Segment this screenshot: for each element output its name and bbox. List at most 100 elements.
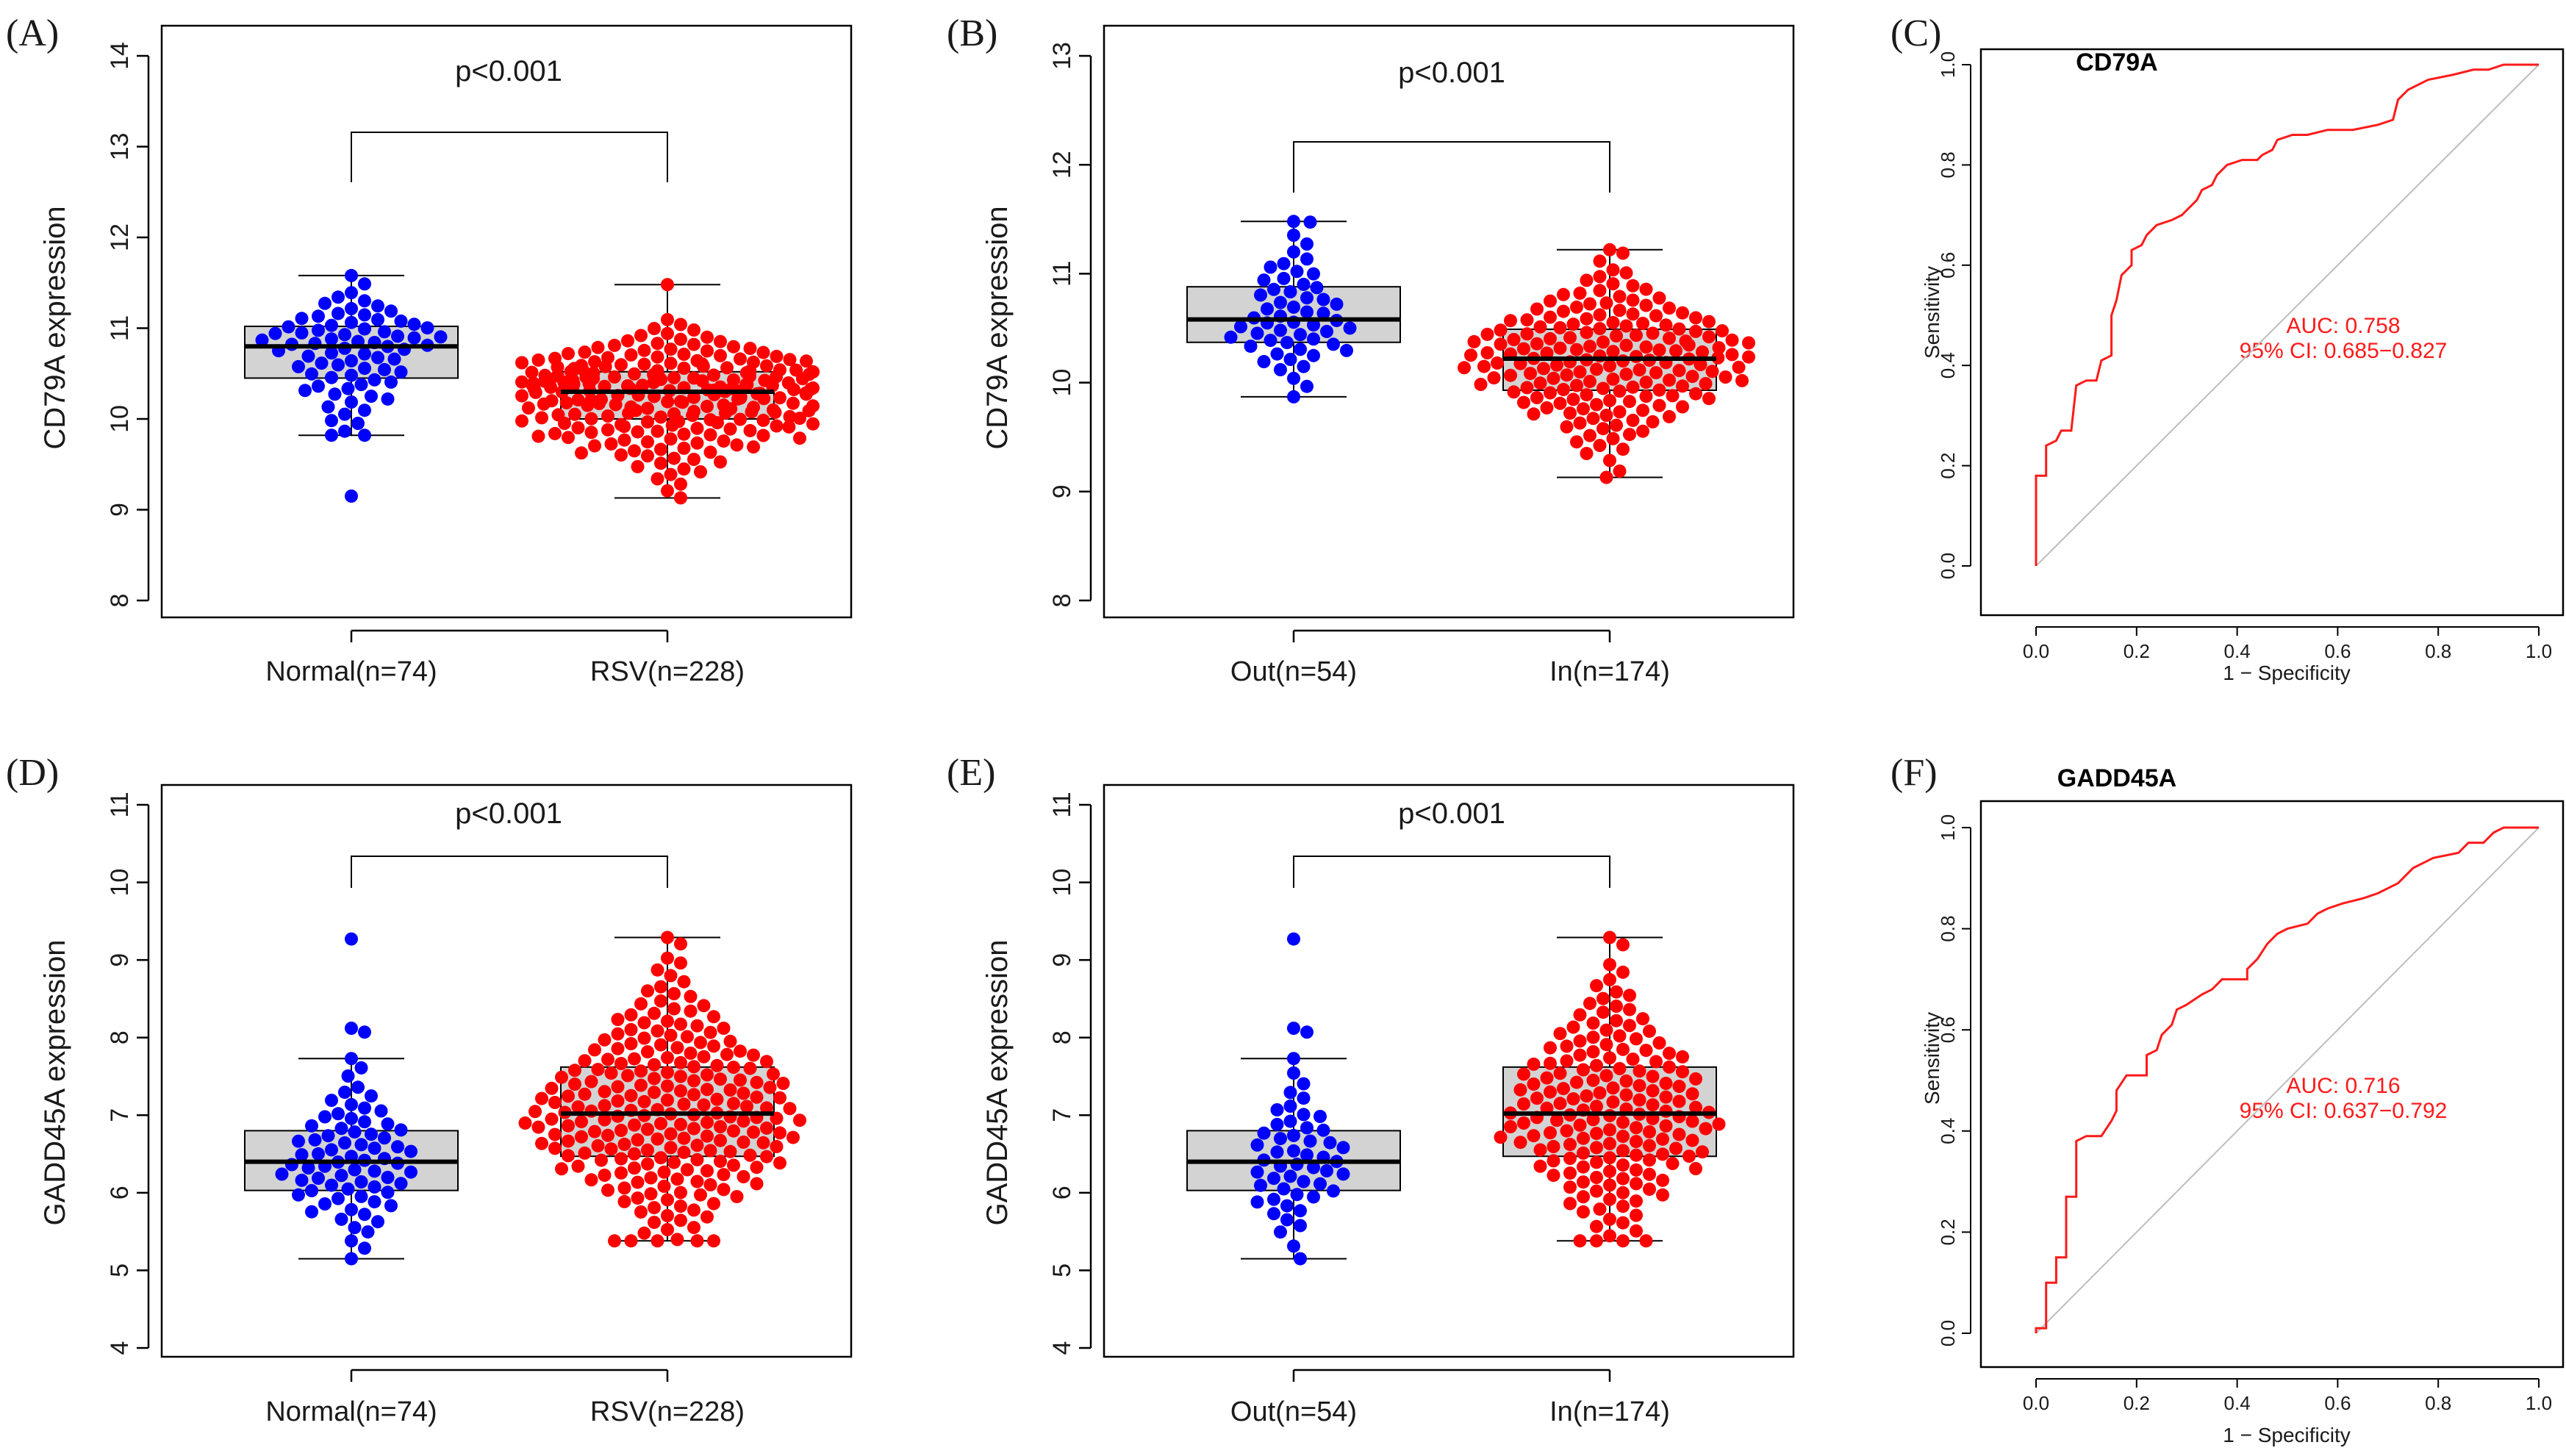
data-point [1521,313,1534,326]
data-point [651,351,664,364]
data-point [331,290,345,304]
data-point [1623,1003,1636,1016]
data-point [1267,1172,1280,1185]
data-point [1580,326,1594,339]
data-point [1607,316,1620,329]
data-point [631,1176,645,1189]
data-point [714,1134,727,1147]
data-point [312,1147,325,1161]
data-point [1686,1134,1699,1147]
plot-frame [162,26,851,617]
data-point [1713,341,1726,354]
x-axis-title: 1 − Specificity [2223,1424,2351,1446]
data-point [1719,370,1732,384]
data-point [1284,353,1297,366]
data-point [608,370,621,384]
data-point [548,352,562,365]
data-point [1574,1119,1587,1132]
data-point [638,358,651,371]
data-point [555,1162,568,1175]
data-point [345,302,358,315]
data-point [727,340,740,354]
data-point [362,1225,375,1238]
data-point [770,350,784,363]
data-point [760,1150,773,1163]
data-point [1623,428,1636,441]
data-point [757,414,770,427]
data-point [691,1153,704,1166]
data-point [1474,378,1488,391]
x-tick-label: 0.0 [2023,640,2049,662]
data-point [1280,1213,1294,1227]
data-point [292,360,305,373]
data-point [1607,345,1620,358]
data-point [605,437,618,451]
data-point [1254,288,1267,301]
data-point [1244,340,1258,353]
data-point [1297,1091,1311,1105]
data-point [1699,377,1713,390]
y-tick-label: 6 [1048,1186,1076,1199]
data-point [555,1071,568,1084]
y-tick-label: 0.4 [1937,1118,1959,1144]
data-point [325,371,338,384]
data-point [1567,318,1580,331]
data-point [651,364,664,377]
data-point [1620,266,1633,279]
x-tick-label: 1.0 [2526,1392,2552,1414]
data-point [1544,1086,1557,1099]
data-point [358,323,371,336]
data-point [1640,1044,1653,1057]
data-point [585,412,598,426]
y-tick-label: 12 [1048,151,1076,179]
data-point [1594,254,1607,268]
data-point [1653,1036,1666,1050]
data-point [562,347,575,360]
data-point [1277,1183,1291,1196]
data-point [667,987,681,1000]
data-point [631,426,645,439]
data-point [1324,1136,1337,1150]
data-point [687,1203,700,1216]
data-point [345,1234,358,1247]
data-point [325,332,338,345]
data-point [562,1089,575,1102]
y-tick-label: 4 [1048,1341,1076,1355]
data-point [1623,395,1636,408]
data-point [667,1156,681,1169]
data-point [631,460,645,473]
chance-diagonal [2036,828,2539,1333]
auc-label: AUC: 0.716 [2286,1074,2400,1098]
data-point [338,1136,351,1150]
data-point [645,1187,658,1200]
data-point [1580,388,1594,401]
data-point [658,1180,671,1193]
data-point [1616,1130,1630,1143]
data-point [1656,1147,1669,1161]
data-point [1274,363,1287,376]
data-point [358,1208,371,1221]
data-point [674,318,687,331]
data-point [1646,1084,1660,1097]
data-point [648,1072,661,1085]
y-tick-label: 7 [106,1108,134,1122]
data-point [292,1135,305,1148]
data-point [727,1097,740,1110]
data-point [1300,252,1314,265]
data-point [1689,1162,1702,1175]
data-point [305,1119,318,1133]
data-point [704,1144,717,1158]
data-point [1627,381,1640,394]
data-point [325,1179,338,1192]
data-point [714,349,727,362]
data-point [1596,335,1610,348]
y-tick-label: 1.0 [1937,814,1959,841]
data-point [1646,326,1660,340]
data-point [338,408,351,421]
data-point [661,484,674,498]
y-tick-label: 9 [1048,484,1076,498]
data-point [638,1032,651,1045]
data-point [757,346,770,359]
data-point [1640,340,1653,354]
data-point [687,1074,700,1087]
